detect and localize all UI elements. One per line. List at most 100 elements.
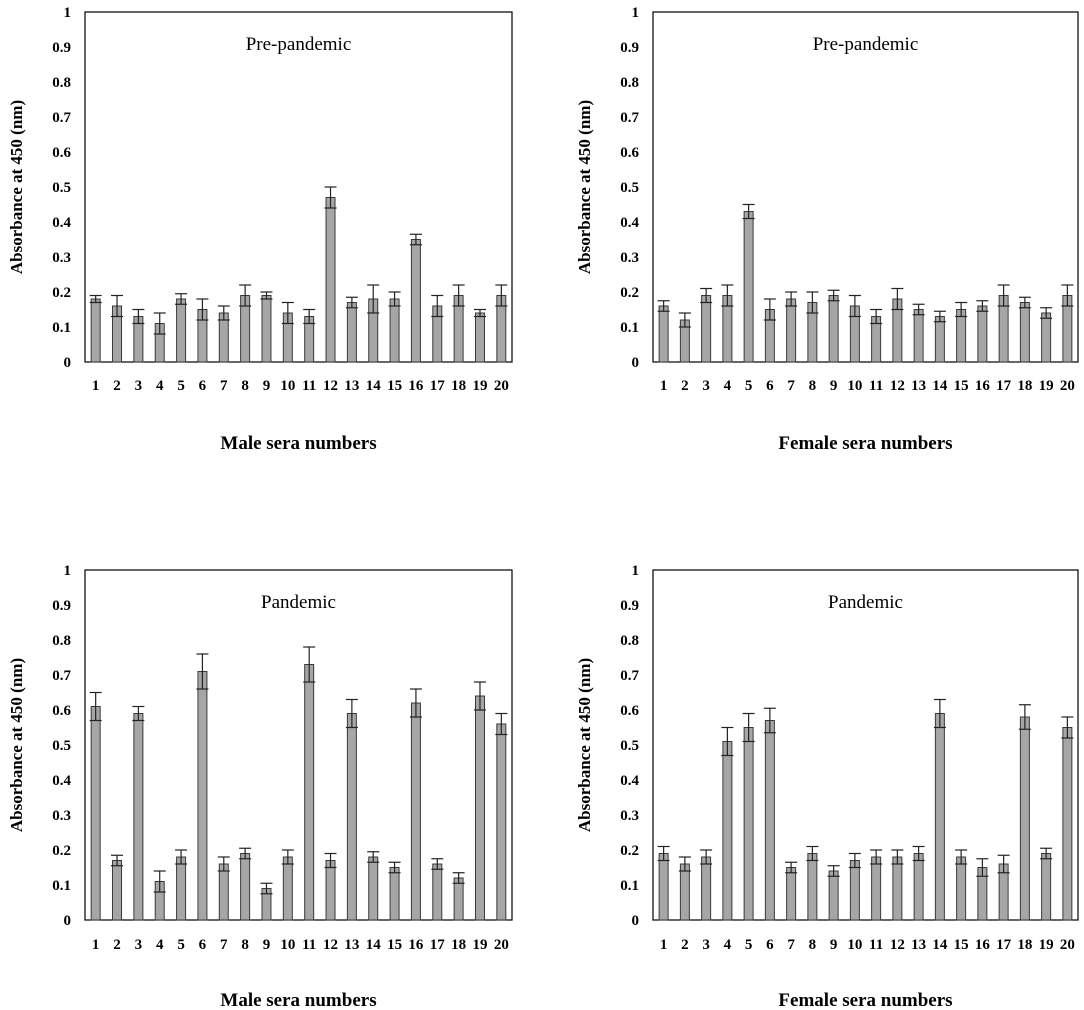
x-tick-label: 16 [975,937,991,953]
error-bar [345,698,358,729]
x-tick-label: 11 [869,378,883,394]
error-bar [933,310,946,323]
bar [112,860,123,921]
error-bar [742,712,755,743]
x-tick-label: 1 [660,937,668,953]
x-tick-label: 14 [366,378,382,394]
bar [679,863,690,921]
bar [786,298,797,363]
error-bar [196,653,209,690]
y-tick-label: 0.3 [52,250,71,266]
y-tick-label: 0.6 [620,703,639,719]
y-tick-label: 0.3 [620,808,639,824]
x-tick-label: 10 [847,378,862,394]
y-tick-label: 0.7 [620,110,639,126]
bar [197,671,208,921]
x-tick-label: 18 [1017,378,1032,394]
y-tick-label: 0 [632,355,640,371]
bar [176,856,187,921]
y-tick-label: 0.7 [52,668,71,684]
y-tick-label: 0.6 [52,703,71,719]
x-tick-label: 11 [302,378,316,394]
x-tick-label: 12 [890,937,905,953]
y-tick-label: 0.3 [52,808,71,824]
x-tick-label: 20 [1060,937,1075,953]
x-tick-label: 7 [220,378,228,394]
x-tick-label: 9 [830,378,838,394]
x-tick-label: 20 [494,937,509,953]
panel-male-pre-pandemic: 00.10.20.30.40.50.60.70.80.911 2 3 4 5 6 7 8 9 10… [7,5,513,454]
error-bar [827,289,840,302]
y-tick-label: 0.4 [52,773,71,789]
bar [432,863,443,921]
error-bar [345,296,358,309]
error-bar [367,851,380,863]
bar [892,856,903,921]
x-tick-label: 19 [1039,937,1054,953]
error-bar [303,308,316,325]
x-tick-label: 2 [113,378,121,394]
bar [474,695,485,921]
error-bar [217,305,230,321]
error-bar [388,291,401,307]
y-tick-label: 0.8 [52,75,71,91]
y-tick-label: 0.1 [620,878,639,894]
bar [913,309,924,363]
y-axis-label: Absorbance at 450 (nm) [575,100,594,274]
y-tick-label: 0 [64,913,72,929]
x-tick-label: 5 [745,378,753,394]
error-bar [473,308,486,318]
bar [240,853,251,921]
x-tick-label: 2 [113,937,121,953]
error-bar [431,858,444,870]
x-tick-label: 17 [430,378,446,394]
bar [743,727,754,921]
bar [871,856,882,921]
bar [389,298,400,363]
y-tick-label: 0.1 [620,320,639,336]
x-tick-label: 9 [263,378,271,394]
y-tick-label: 0.7 [52,110,71,126]
y-tick-label: 0 [64,355,72,371]
y-tick-label: 0.9 [52,40,71,56]
bar [410,702,421,921]
chart-title: Pandemic [828,592,903,613]
bar [368,856,379,921]
bar [764,720,775,921]
error-bar [175,849,188,865]
error-bar [175,293,188,305]
bar [956,856,967,921]
error-bar [1061,716,1074,739]
error-bar [678,312,691,328]
bar [325,860,336,921]
x-tick-label: 16 [408,937,424,953]
x-tick-label: 6 [766,937,774,953]
error-bar [976,300,989,312]
error-bar [452,872,465,884]
bar [1041,312,1052,363]
chart-title: Pre-pandemic [813,34,919,55]
y-tick-label: 0.8 [620,75,639,91]
error-bar [721,284,734,307]
panel-female-pandemic: 00.10.20.30.40.50.60.70.80.911 2 3 4 5 6 7 8 9 10… [575,563,1079,1010]
error-bar [1040,847,1053,860]
y-tick-label: 1 [632,563,640,579]
x-tick-label: 1 [660,378,668,394]
error-bar [388,861,401,874]
x-tick-label: 4 [724,378,732,394]
x-tick-label: 19 [1039,378,1054,394]
x-tick-label: 12 [323,937,338,953]
x-tick-label: 7 [787,378,795,394]
x-axis-label: Female sera numbers [778,433,952,454]
y-axis-label: Absorbance at 450 (nm) [575,658,594,832]
y-tick-label: 0.5 [620,180,639,196]
y-axis-label: Absorbance at 450 (nm) [7,658,26,832]
error-bar [785,291,798,307]
error-bar [1040,307,1053,319]
x-tick-label: 9 [263,937,271,953]
error-bar [997,854,1010,874]
x-tick-label: 7 [787,937,795,953]
bar [325,197,336,363]
x-tick-label: 15 [954,378,969,394]
error-bar [153,312,166,335]
